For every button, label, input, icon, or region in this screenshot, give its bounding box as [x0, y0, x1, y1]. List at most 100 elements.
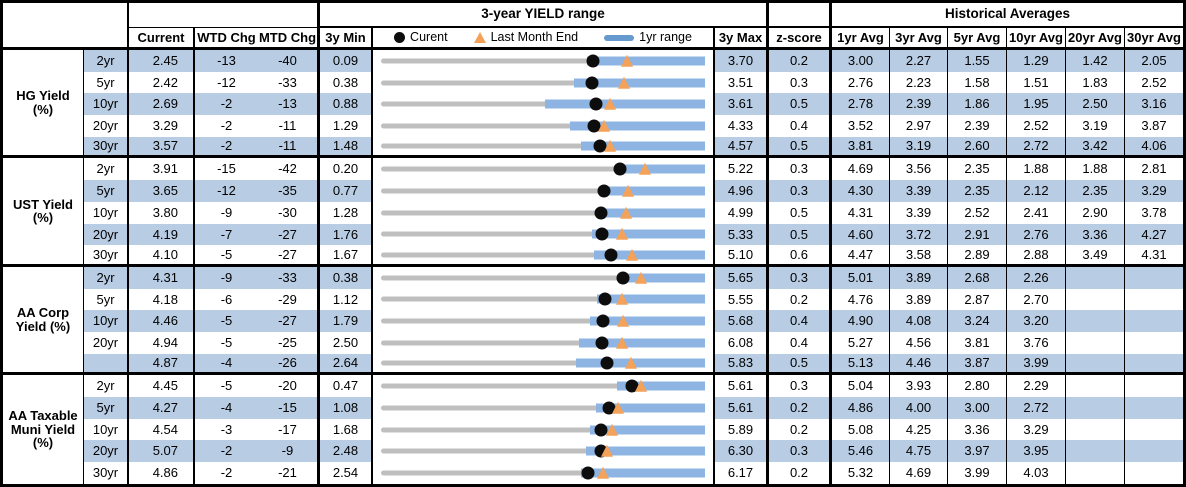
tenor-label: 20yr — [84, 223, 129, 246]
one-year-range-bar — [586, 56, 705, 66]
three-year-max-value: 5.61 — [715, 375, 769, 397]
mtd-chg-value: -11 — [258, 136, 320, 159]
current-value: 4.87 — [129, 353, 195, 376]
mtd-chg-value: -27 — [258, 245, 320, 267]
tenor-label: 10yr — [84, 93, 129, 116]
1yr-avg-value: 5.32 — [832, 462, 890, 484]
20yr-avg-value: 3.36 — [1066, 223, 1125, 246]
three-year-range-track — [381, 340, 705, 346]
z-score-value: 0.5 — [769, 136, 832, 159]
three-year-max-value: 5.22 — [715, 158, 769, 181]
1yr-avg-value: 4.86 — [832, 397, 890, 419]
z-score-value: 0.2 — [769, 397, 832, 419]
tenor-label — [84, 353, 129, 376]
mtd-chg-value: -9 — [258, 440, 320, 463]
1yr-avg-value: 3.81 — [832, 136, 890, 159]
one-year-range-bar — [569, 121, 705, 131]
three-year-min-value: 1.28 — [320, 201, 373, 224]
3yr-avg-value: 2.97 — [890, 115, 948, 137]
bullet-chart-area — [381, 375, 705, 397]
three-year-min-value: 0.09 — [320, 50, 373, 72]
current-yield-dot — [586, 54, 600, 68]
bullet-chart-area — [381, 137, 705, 156]
3yr-avg-value: 4.08 — [890, 310, 948, 332]
three-year-min-value: 2.64 — [320, 353, 373, 376]
yield-range-bullet-chart — [373, 158, 715, 181]
20yr-avg-value — [1066, 375, 1125, 397]
wtd-chg-value: -4 — [195, 353, 258, 376]
30yr-avg-value: 4.31 — [1125, 245, 1183, 267]
current-yield-dot — [597, 184, 611, 198]
three-year-max-value: 5.68 — [715, 310, 769, 332]
wtd-chg-value: -6 — [195, 288, 258, 311]
z-score-value: 0.5 — [769, 223, 832, 246]
three-year-max-value: 3.61 — [715, 93, 769, 116]
bullet-chart-area — [381, 93, 705, 115]
3yr-avg-value: 3.72 — [890, 223, 948, 246]
1yr-avg-value: 4.47 — [832, 245, 890, 267]
three-year-min-value: 1.76 — [320, 223, 373, 246]
three-year-range-track — [381, 231, 705, 237]
3yr-avg-value: 4.75 — [890, 440, 948, 463]
10yr-avg-value: 1.95 — [1007, 93, 1066, 116]
col-header-current: Current — [129, 28, 195, 50]
mtd-chg-value: -33 — [258, 266, 320, 289]
mtd-chg-value: -33 — [258, 71, 320, 94]
three-year-max-value: 6.30 — [715, 440, 769, 463]
wtd-chg-value: -3 — [195, 418, 258, 441]
current-value: 2.45 — [129, 50, 195, 72]
1yr-avg-value: 5.04 — [832, 375, 890, 397]
30yr-avg-value — [1125, 310, 1183, 332]
30yr-avg-value — [1125, 331, 1183, 354]
three-year-max-value: 5.83 — [715, 353, 769, 376]
current-yield-dot — [593, 139, 607, 153]
1yr-avg-value: 4.76 — [832, 288, 890, 311]
20yr-avg-value — [1066, 353, 1125, 376]
30yr-avg-value — [1125, 375, 1183, 397]
5yr-avg-value: 1.55 — [948, 50, 1007, 72]
three-year-range-track — [381, 58, 705, 64]
yield-grid: 3-year YIELD range Historical Averages C… — [3, 3, 1183, 484]
bullet-chart-area — [381, 50, 705, 72]
wtd-chg-value: -15 — [195, 158, 258, 181]
current-value: 3.29 — [129, 115, 195, 137]
tenor-label: 2yr — [84, 158, 129, 181]
3yr-avg-value: 4.69 — [890, 462, 948, 484]
bullet-chart-area — [381, 245, 705, 264]
30yr-avg-value: 2.05 — [1125, 50, 1183, 72]
mtd-chg-value: -25 — [258, 331, 320, 354]
one-year-range-bar — [581, 141, 705, 151]
10yr-avg-value: 1.51 — [1007, 71, 1066, 94]
wtd-chg-value: -9 — [195, 201, 258, 224]
bullet-chart-area — [381, 224, 705, 246]
10yr-avg-value: 3.76 — [1007, 331, 1066, 354]
10yr-avg-value: 3.95 — [1007, 440, 1066, 463]
10yr-avg-value: 3.20 — [1007, 310, 1066, 332]
group-label: AA Corp Yield (%) — [3, 266, 84, 376]
current-value: 2.69 — [129, 93, 195, 116]
20yr-avg-value: 3.49 — [1066, 245, 1125, 267]
yield-range-bullet-chart — [373, 310, 715, 332]
col-header-3yr-avg: 3yr Avg — [890, 28, 948, 50]
three-year-min-value: 1.29 — [320, 115, 373, 137]
one-year-range-bar — [573, 78, 705, 88]
z-score-value: 0.3 — [769, 266, 832, 289]
bullet-chart-area — [381, 158, 705, 180]
yield-range-bullet-chart — [373, 136, 715, 159]
bullet-chart-area — [381, 310, 705, 332]
current-yield-dot — [595, 227, 609, 241]
bullet-chart-area — [381, 267, 705, 289]
3yr-avg-value: 3.39 — [890, 201, 948, 224]
current-value: 4.27 — [129, 397, 195, 419]
wtd-chg-value: -5 — [195, 375, 258, 397]
tenor-label: 10yr — [84, 418, 129, 441]
20yr-avg-value — [1066, 266, 1125, 289]
last-month-end-marker — [634, 379, 647, 392]
tenor-label: 30yr — [84, 462, 129, 484]
last-month-end-marker — [600, 444, 613, 457]
yield-range-bullet-chart — [373, 462, 715, 484]
3yr-avg-value: 3.89 — [890, 288, 948, 311]
wtd-chg-value: -12 — [195, 71, 258, 94]
3yr-avg-value: 4.46 — [890, 353, 948, 376]
one-year-range-bar — [586, 446, 705, 456]
